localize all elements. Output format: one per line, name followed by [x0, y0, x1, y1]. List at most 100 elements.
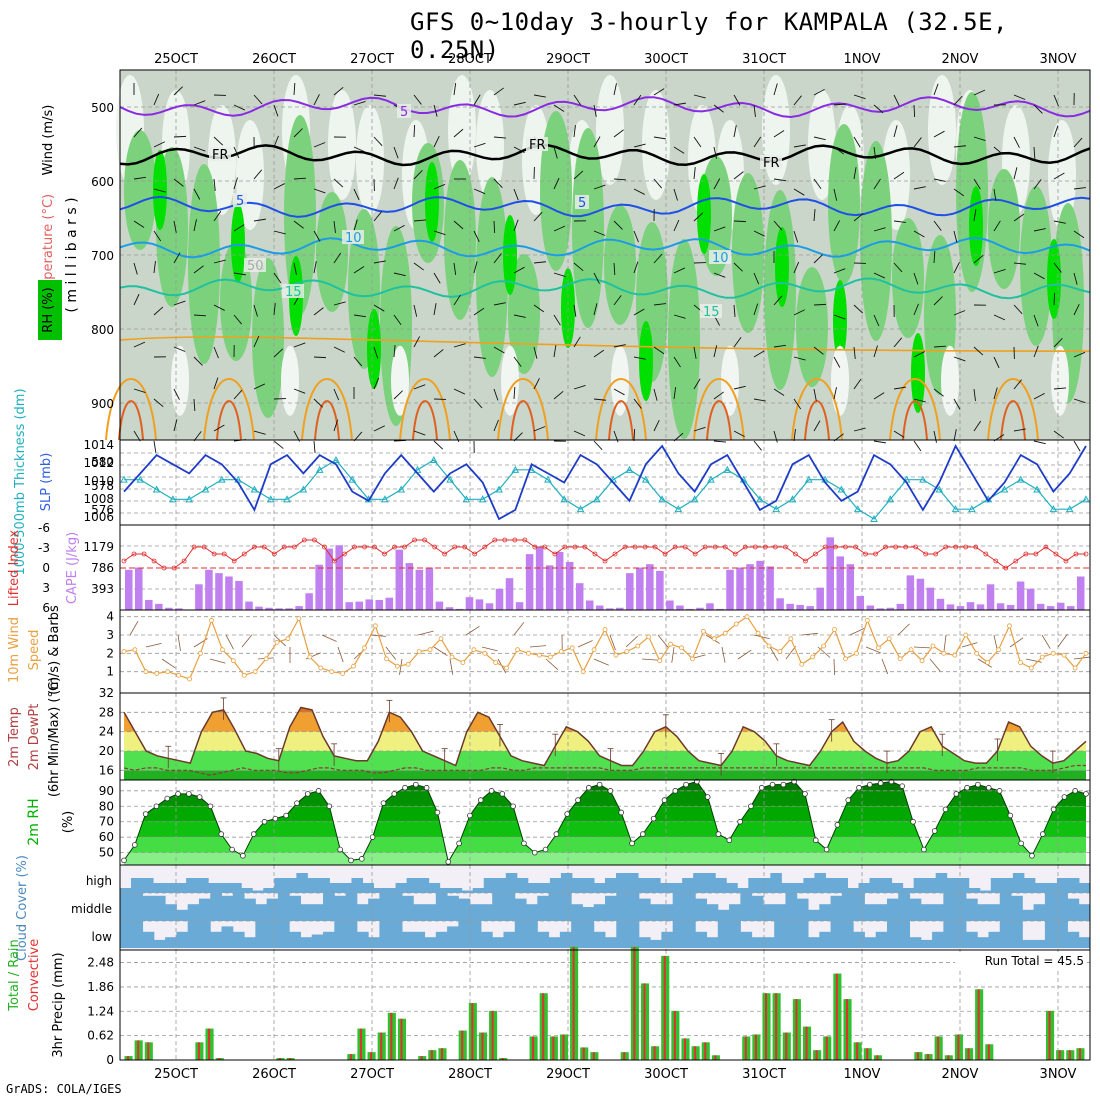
cape-bar	[1036, 603, 1045, 610]
wind-barb	[1073, 304, 1080, 316]
cloud-cover-bar	[836, 878, 848, 893]
y-tick-label: 1008	[83, 492, 114, 506]
top-date-label: 29OCT	[546, 52, 590, 67]
wind-barb	[213, 210, 222, 222]
bottom-date-label: 27OCT	[350, 1067, 394, 1082]
rh-marker	[683, 781, 689, 788]
cape-bar	[626, 573, 634, 610]
cloud-cover-bar	[230, 883, 242, 893]
wind-barb	[553, 104, 565, 112]
wind-barb	[553, 390, 564, 400]
temp-band	[124, 770, 1086, 780]
wind-barb	[1053, 172, 1065, 180]
wind-barb	[933, 130, 945, 138]
wind-speed-marker	[504, 665, 510, 671]
cape-bar	[345, 602, 353, 610]
lifted-index-marker	[823, 544, 828, 550]
wind-barb	[293, 388, 306, 394]
lifted-index-marker	[512, 537, 518, 543]
cloud-cover-bar	[296, 873, 308, 893]
y-tick-label: 3	[42, 581, 50, 595]
cloud-cover-bar	[390, 893, 403, 921]
precip-convective-bar	[481, 1032, 484, 1060]
cloud-cover-bar	[277, 921, 290, 948]
precip-convective-bar	[562, 1034, 565, 1060]
cloud-cover-bar	[1067, 878, 1080, 893]
cloud-cover-bar	[492, 893, 504, 921]
wind-barb	[313, 188, 326, 194]
lifted-index-marker	[722, 544, 728, 550]
wind-speed-marker	[449, 654, 455, 660]
cloud-cover-bar	[796, 898, 809, 921]
rh-marker	[672, 788, 679, 794]
lifted-index-marker	[903, 544, 909, 550]
wind-barb	[1053, 292, 1056, 306]
warm-contour	[889, 378, 941, 441]
rh-marker	[132, 842, 138, 848]
y-tick-label: 600	[91, 175, 114, 189]
precip-convective-bar	[420, 1056, 423, 1060]
temp-axis-label: 2m Temp	[7, 707, 22, 767]
wind-speed-marker	[1072, 665, 1078, 671]
wind-speed-marker	[198, 650, 203, 656]
wind-barb	[193, 314, 207, 317]
cloud-cover-bar	[803, 878, 815, 893]
wind-barb	[393, 177, 399, 190]
wind-barb	[193, 188, 201, 200]
wind-barb	[993, 146, 1004, 156]
cloud-cover-bar	[990, 878, 1003, 893]
precip-convective-bar	[461, 1030, 464, 1060]
thickness-marker	[625, 465, 634, 473]
y-tick-label: 2	[106, 646, 114, 660]
lifted-index-marker	[402, 544, 407, 550]
wind-barb	[953, 429, 957, 442]
rh-moist-patch	[476, 177, 508, 377]
cloud-cover-bar	[334, 921, 347, 948]
rh-marker	[921, 846, 927, 853]
wind-barb	[893, 125, 898, 138]
surface-wind-barb	[449, 658, 454, 675]
wind-speed-marker	[515, 647, 520, 653]
cloud-cover-bar	[762, 937, 775, 948]
surface-wind-barb	[161, 658, 176, 669]
wind-barb	[373, 304, 385, 312]
thickness-marker	[968, 505, 976, 513]
rh-marker	[499, 791, 506, 797]
cloud-cover-bar	[717, 909, 730, 921]
isotherm-line	[119, 144, 1091, 167]
rh-marker	[261, 818, 268, 825]
cloud-cover-bar	[954, 921, 967, 948]
cape-bar	[245, 601, 253, 610]
cloud-cover-bar	[244, 937, 256, 948]
wind-barb	[933, 296, 943, 306]
wind-barb	[673, 387, 677, 400]
cloud-cover-bar	[875, 904, 888, 921]
rh-marker	[596, 781, 603, 788]
wind-speed-marker	[394, 663, 400, 669]
cloud-cover-bar	[935, 873, 948, 893]
cloud-cover-bar	[957, 878, 970, 893]
warm-contour	[706, 400, 732, 441]
warm-contour	[105, 378, 157, 441]
precip-convective-bar	[552, 1036, 555, 1060]
cape-bar	[555, 551, 564, 610]
rh-dry-patch	[642, 90, 670, 200]
cloud-cover-bar	[175, 883, 187, 893]
wind-barb	[853, 136, 861, 148]
wind-barb	[853, 378, 862, 390]
lifted-index-marker	[632, 544, 638, 550]
precip-convective-bar	[947, 1055, 950, 1060]
warm-contour	[119, 336, 1091, 352]
wind-speed-marker	[952, 652, 958, 658]
lifted-index-marker	[873, 551, 878, 557]
cloud-cover-bar	[340, 883, 352, 893]
lifted-index-marker	[833, 544, 838, 550]
cape-bar	[195, 584, 203, 610]
cape-bar	[1006, 604, 1015, 610]
rh-marker	[845, 797, 852, 803]
surface-wind-barb	[817, 646, 831, 658]
isotherms	[119, 96, 1091, 300]
lifted-index-marker	[702, 544, 708, 550]
bottom-date-label: 2NOV	[942, 1067, 979, 1082]
